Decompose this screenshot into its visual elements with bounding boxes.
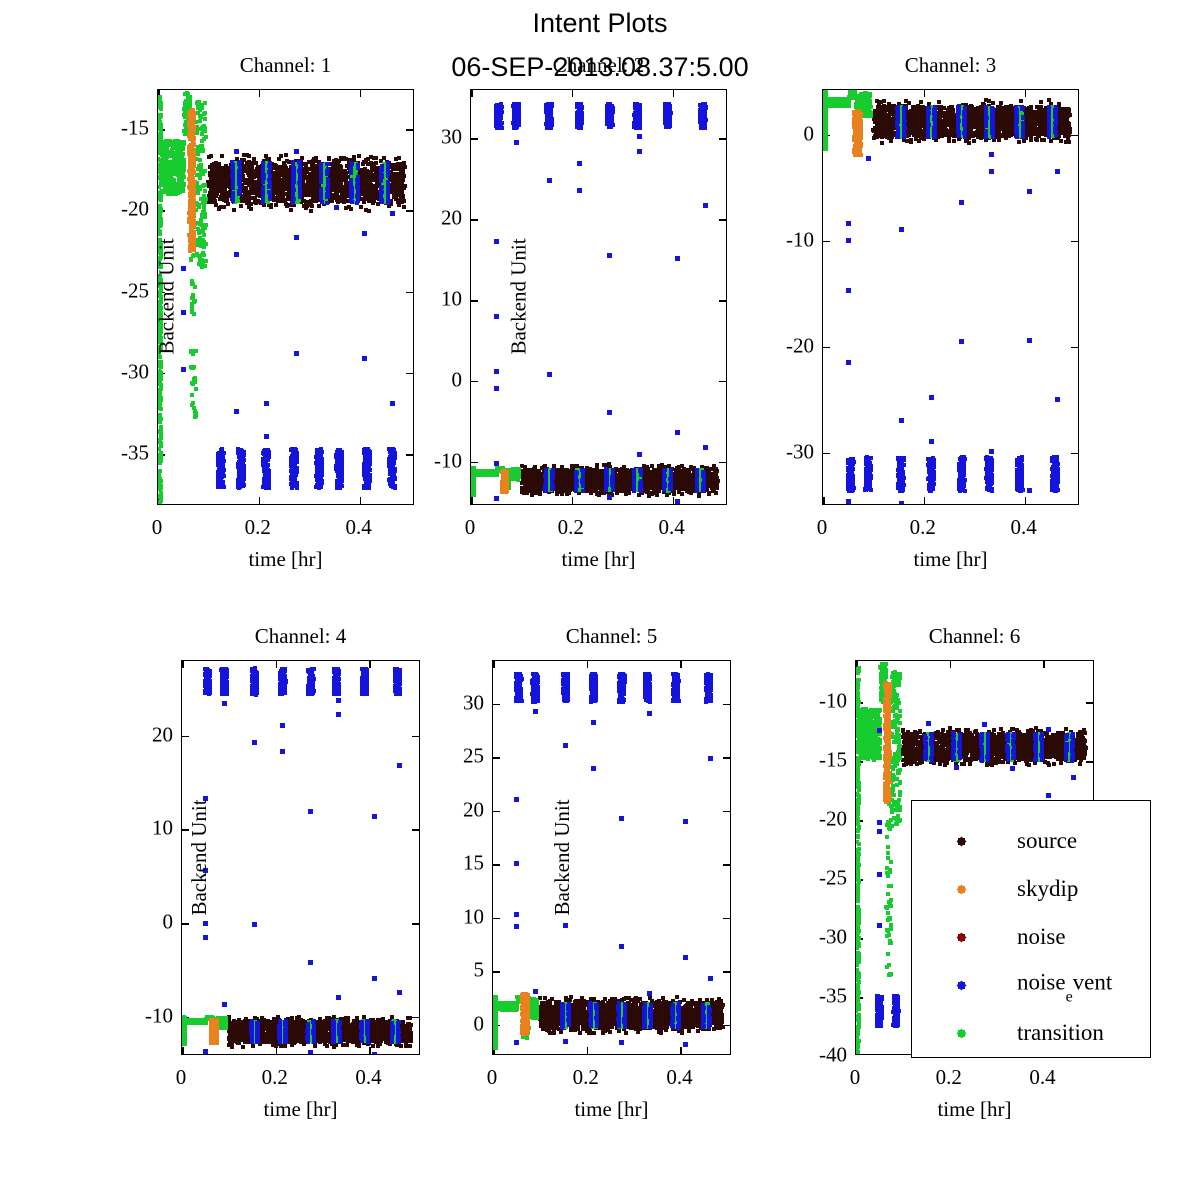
y-tick-right — [406, 129, 413, 131]
y-tick-right — [406, 372, 413, 375]
x-tick-top — [258, 90, 261, 97]
data-point — [209, 165, 214, 170]
data-point — [215, 188, 220, 193]
data-point — [222, 204, 227, 209]
data-point — [209, 163, 214, 168]
x-tick — [258, 497, 261, 504]
figure-title: Intent Plots — [0, 8, 1200, 39]
data-point — [208, 176, 213, 181]
data-point — [207, 180, 212, 185]
y-tick-right — [406, 210, 413, 212]
x-tick-top — [359, 90, 362, 97]
y-tick-right — [406, 454, 413, 456]
data-point — [212, 184, 217, 189]
data-point — [213, 171, 218, 176]
data-point — [226, 202, 231, 207]
data-point — [219, 154, 224, 159]
panel-title-channel-1: Channel: 1 — [157, 53, 414, 78]
data-point — [209, 153, 214, 158]
data-point — [213, 168, 218, 173]
data-point — [206, 155, 211, 160]
data-point — [224, 163, 229, 168]
data-point — [219, 192, 224, 197]
data-point — [214, 203, 219, 208]
plot-area-channel-1 — [157, 89, 414, 505]
x-tick — [359, 497, 362, 504]
y-tick-right — [406, 291, 413, 293]
x-tick-top — [158, 90, 160, 97]
data-point — [219, 204, 224, 209]
figure-date-subtitle: 06-SEP-2013.08.37:5.00 — [0, 52, 1200, 83]
